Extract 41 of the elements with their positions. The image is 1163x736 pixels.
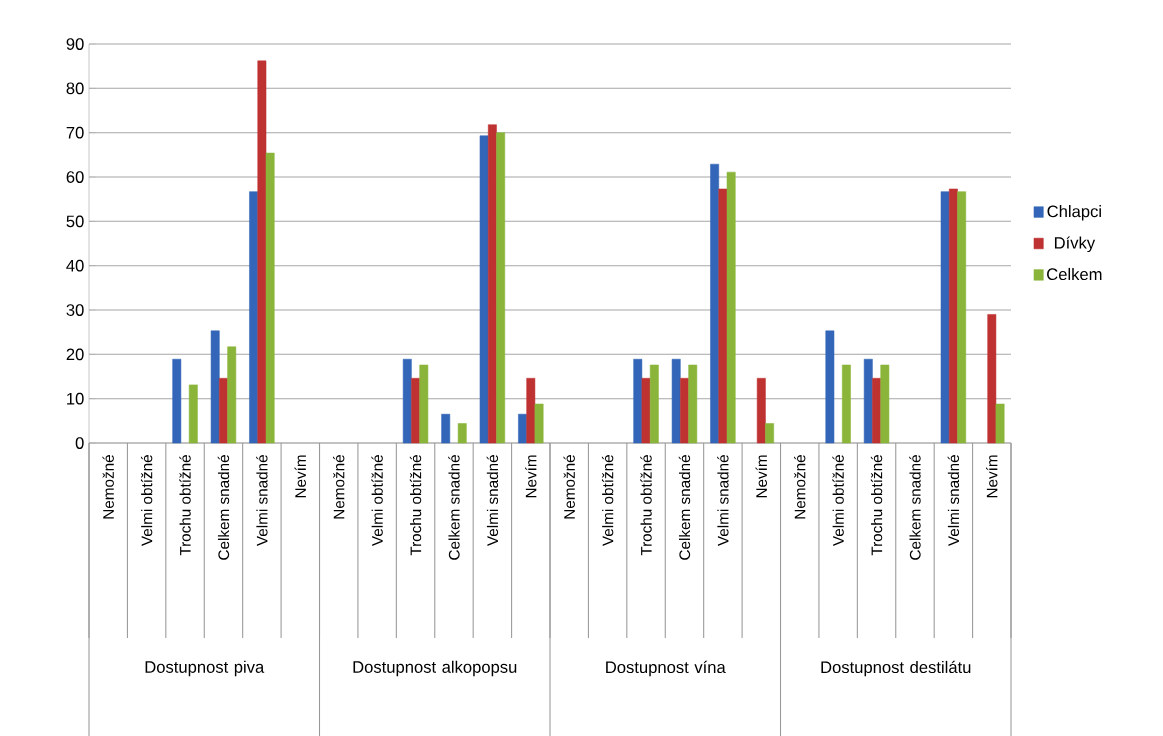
y-tick-label: 60 [66,171,84,183]
y-tick-label: 30 [66,304,84,316]
x-tick-label: Nemožné [333,455,345,519]
y-tick-label: 50 [66,215,84,228]
text: Dostupnost piva [145,660,265,677]
x-tick-label: Celkem snadné [678,455,691,560]
x-tick-label: Velmi obtížné [601,455,614,547]
legend-label: Celkem [1047,267,1102,281]
x-tick-label: Trochu obtížné [179,455,191,556]
x-tick-label: Velmi obtížné [832,455,844,547]
y-tick-label: 0 [75,437,84,449]
x-tick-label: Nevím [986,455,998,498]
text: Dostupnost alkopopsu [353,660,517,677]
x-tick-label: Nevím [755,455,767,498]
y-tick-label: 20 [66,348,84,361]
x-tick-label: Velmi snadné [486,455,499,547]
x-tick-label: Celkem snadné [217,455,230,560]
y-tick-label: 90 [66,38,84,50]
y-tick-label: 40 [66,259,84,272]
x-tick-label: Velmi snadné [717,455,729,547]
x-tick-label: Nemožné [563,455,575,519]
x-tick-label: Velmi snadné [947,455,960,547]
x-tick-label: Trochu obtížné [640,455,652,556]
x-tick-label: Nevím [294,455,306,498]
y-tick-label: 70 [66,126,84,139]
x-tick-label: Nevím [525,455,537,498]
y-tick-label: 10 [67,392,84,405]
x-tick-label: Nemožné [102,455,114,519]
x-tick-label: Celkem snadné [909,455,921,560]
legend-label: Chlapci [1047,205,1101,221]
x-tick-label: Velmi obtížné [371,455,383,547]
x-tick-label: Velmi obtížné [140,455,153,547]
x-tick-label: Nemožné [794,455,806,519]
text: Dostupnost vína [606,660,726,677]
y-tick-label: 80 [66,82,84,95]
text: Dostupnost destilátu [821,660,971,677]
x-tick-label: Velmi snadné [256,455,268,547]
legend-label: Dívky [1054,236,1096,253]
x-tick-label: Trochu obtížné [409,455,422,556]
x-tick-label: Trochu obtížné [870,455,883,556]
x-tick-label: Celkem snadné [448,455,460,560]
